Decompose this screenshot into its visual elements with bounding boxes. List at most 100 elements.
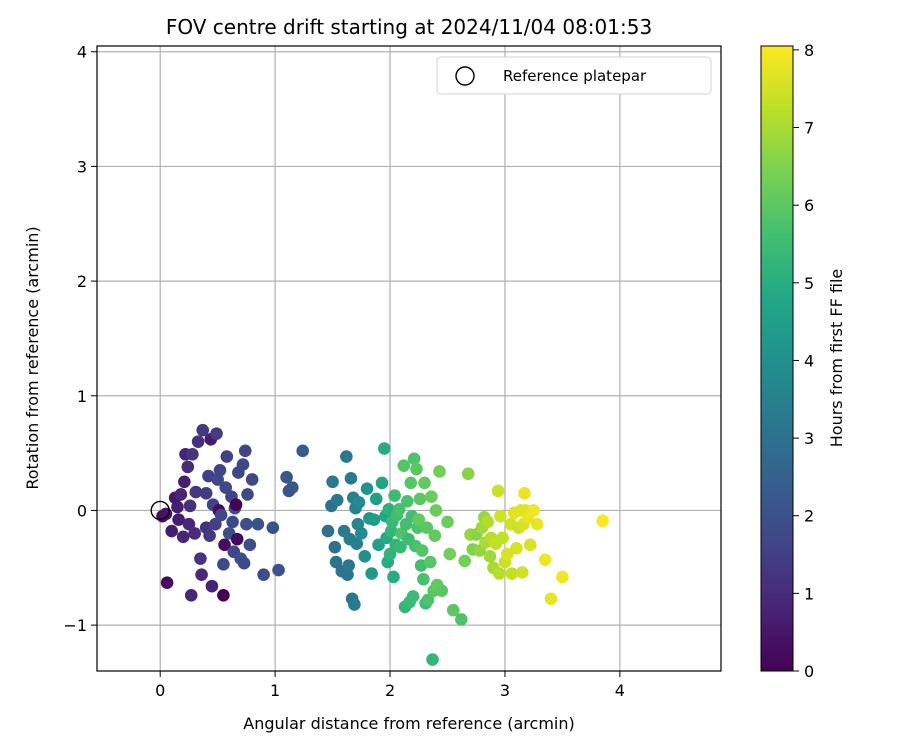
colorbar-tick-label: 5	[804, 274, 814, 293]
data-point	[189, 485, 203, 499]
data-point	[196, 423, 210, 437]
chart-title: FOV centre drift starting at 2024/11/04 …	[166, 15, 652, 39]
data-point	[220, 450, 234, 463]
data-point	[387, 570, 400, 584]
data-point	[392, 503, 406, 516]
y-tick-label: 4	[77, 43, 87, 62]
colorbar-tick-label: 0	[804, 662, 814, 681]
data-point	[344, 472, 358, 485]
data-point	[515, 566, 529, 579]
data-point	[556, 570, 569, 584]
data-point	[441, 515, 454, 529]
data-point	[181, 460, 195, 474]
data-point	[425, 490, 438, 503]
y-tick-label: 0	[77, 501, 87, 520]
data-point	[394, 540, 407, 554]
legend-label-reference-platepar: Reference platepar	[503, 67, 647, 85]
data-point	[182, 517, 196, 531]
colorbar-tick-label: 2	[804, 507, 814, 526]
data-point	[492, 567, 506, 580]
data-point	[365, 567, 378, 580]
colorbar-tick-label: 3	[804, 429, 814, 448]
data-point	[500, 547, 514, 561]
data-point	[195, 568, 208, 581]
grid-lines	[97, 46, 721, 671]
data-point	[404, 476, 418, 490]
data-point	[415, 544, 429, 557]
data-point	[435, 584, 449, 598]
data-point	[410, 462, 423, 476]
data-point	[296, 444, 310, 458]
x-tick-label: 3	[500, 681, 510, 700]
data-point	[458, 554, 472, 568]
data-point	[186, 447, 199, 461]
data-point	[350, 537, 364, 551]
data-point	[326, 475, 339, 489]
y-axis-label: Rotation from reference (arcmin)	[23, 226, 42, 489]
data-point	[423, 555, 437, 569]
data-point	[426, 653, 439, 666]
data-point	[481, 515, 495, 529]
data-point	[217, 589, 230, 602]
colorbar-tick-label: 4	[804, 351, 814, 370]
data-point	[184, 589, 198, 602]
colorbar-tick-label: 7	[804, 119, 814, 138]
data-point	[375, 476, 389, 490]
data-point	[510, 541, 523, 555]
data-point	[257, 568, 270, 581]
data-point	[454, 613, 468, 626]
x-tick-label: 2	[385, 681, 395, 700]
data-point	[348, 598, 361, 611]
data-point	[461, 467, 475, 481]
data-point	[194, 552, 207, 565]
plot-area-frame	[96, 45, 722, 672]
data-point	[443, 547, 457, 561]
x-axis-label: Angular distance from reference (arcmin)	[243, 714, 574, 733]
y-tick-label: 2	[77, 272, 87, 291]
data-point	[397, 459, 411, 473]
data-point	[205, 579, 219, 593]
reference-platepar-marker	[150, 500, 170, 521]
data-point	[518, 486, 531, 500]
data-point	[417, 572, 430, 586]
data-point	[360, 482, 374, 495]
data-point	[329, 555, 343, 569]
data-point	[280, 470, 293, 484]
data-point	[237, 556, 251, 570]
x-tick-label: 1	[270, 681, 280, 700]
x-tick-label: 0	[155, 681, 165, 700]
data-point	[210, 427, 223, 440]
data-point	[240, 517, 253, 531]
data-point	[321, 524, 335, 538]
data-points	[150, 423, 609, 666]
colorbar-tick-label: 6	[804, 196, 814, 215]
data-point	[530, 517, 544, 531]
data-point	[505, 567, 519, 580]
data-point	[174, 488, 188, 501]
data-point	[176, 530, 190, 544]
colorbar	[760, 45, 794, 672]
data-point	[214, 508, 228, 522]
data-point	[188, 527, 201, 540]
data-point	[544, 592, 558, 606]
data-point	[421, 593, 435, 607]
data-point	[388, 489, 401, 502]
data-point	[413, 492, 427, 506]
data-point	[342, 559, 355, 572]
data-point	[272, 563, 285, 577]
data-point	[433, 465, 446, 478]
data-point	[384, 524, 398, 538]
data-point	[367, 513, 381, 526]
data-point	[199, 486, 213, 500]
data-point	[429, 504, 443, 517]
data-point	[172, 513, 185, 526]
legend-box	[436, 56, 712, 95]
legend: Reference platepar	[436, 56, 712, 95]
data-point	[219, 481, 233, 494]
y-tick-label: 1	[77, 387, 87, 406]
data-point	[165, 524, 178, 538]
data-point	[266, 521, 280, 534]
data-point	[412, 513, 426, 526]
data-point	[209, 517, 222, 531]
